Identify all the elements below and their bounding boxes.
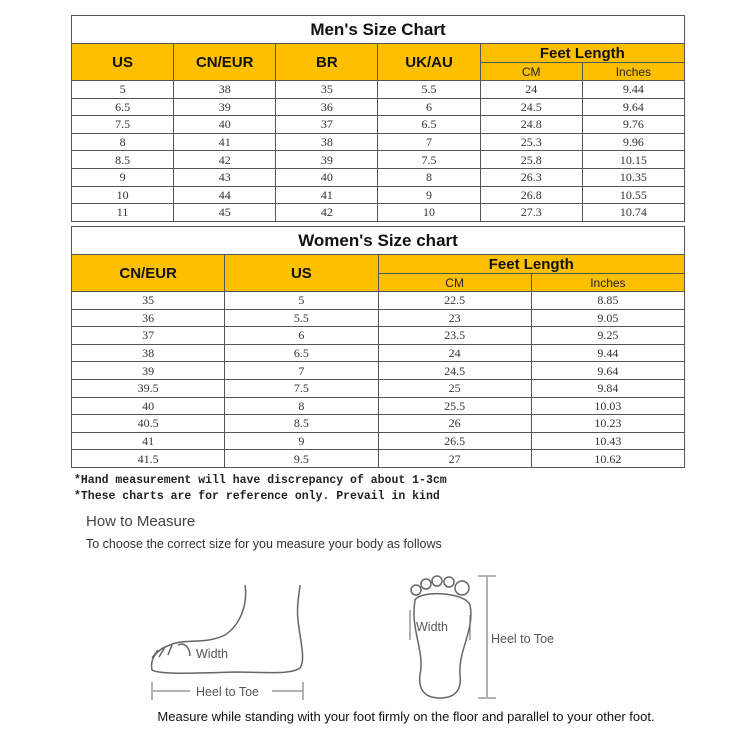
table-cell: 41.5 bbox=[70, 449, 226, 468]
side-width-label: Width bbox=[196, 647, 228, 661]
mens-chart-title: Men's Size Chart bbox=[71, 15, 685, 44]
table-cell: 9.5 bbox=[224, 449, 379, 468]
table-row: 5 38 35 5.5 24 9.44 bbox=[70, 80, 686, 99]
col-cn-eur: CN/EUR bbox=[70, 254, 226, 292]
table-row: 40.5 8.5 26 10.23 bbox=[70, 414, 686, 433]
table-row: 39.5 7.5 25 9.84 bbox=[70, 378, 686, 398]
note-measurement: *Hand measurement will have discrepancy … bbox=[74, 474, 447, 487]
table-cell: 39 bbox=[275, 150, 379, 169]
side-heel-to-toe-label: Heel to Toe bbox=[196, 685, 259, 699]
col-inches: Inches bbox=[530, 273, 686, 292]
table-cell: 27 bbox=[377, 449, 532, 468]
table-row: 9 43 40 8 26.3 10.35 bbox=[70, 167, 686, 187]
sole-width-label: Width bbox=[416, 620, 448, 634]
womens-chart-title: Women's Size chart bbox=[71, 226, 685, 255]
table-cell: 6.5 bbox=[70, 97, 175, 117]
col-cn-eur: CN/EUR bbox=[173, 43, 277, 81]
sole-heel-to-toe-label: Heel to Toe bbox=[491, 632, 554, 646]
sole-width-arrow bbox=[409, 610, 471, 640]
table-row: 8 41 38 7 25.3 9.96 bbox=[70, 132, 686, 152]
table-cell: 8.5 bbox=[70, 150, 175, 169]
side-heel-to-toe-arrow bbox=[151, 682, 304, 700]
table-row: 41 9 26.5 10.43 bbox=[70, 431, 686, 451]
table-row: 36 5.5 23 9.05 bbox=[70, 308, 686, 328]
table-cell: 43 bbox=[173, 167, 277, 187]
col-cm: CM bbox=[377, 273, 532, 292]
table-row: 8.5 42 39 7.5 25.8 10.15 bbox=[70, 150, 686, 169]
measure-caption: Measure while standing with your foot fi… bbox=[157, 709, 655, 724]
sole-foot-icon bbox=[410, 575, 472, 699]
table-row: 41.5 9.5 27 10.62 bbox=[70, 449, 686, 468]
side-foot-icon bbox=[150, 584, 304, 674]
table-row: 11 45 42 10 27.3 10.74 bbox=[70, 203, 686, 222]
table-cell: 9.76 bbox=[581, 115, 686, 134]
table-row: 39 7 24.5 9.64 bbox=[70, 361, 686, 380]
table-row: 7.5 40 37 6.5 24.8 9.76 bbox=[70, 115, 686, 134]
note-reference: *These charts are for reference only. Pr… bbox=[74, 490, 440, 503]
mens-size-chart: Men's Size Chart US CN/EUR BR UK/AU Feet… bbox=[70, 15, 686, 222]
col-feet-length: Feet Length bbox=[479, 43, 686, 63]
how-to-measure-title: How to Measure bbox=[86, 513, 196, 530]
table-cell: 22.5 bbox=[377, 291, 532, 310]
sole-heel-to-toe-arrow bbox=[478, 575, 496, 699]
col-inches: Inches bbox=[581, 62, 686, 81]
table-cell: 10 bbox=[377, 203, 481, 222]
table-row: 6.5 39 36 6 24.5 9.64 bbox=[70, 97, 686, 117]
table-cell: 23 bbox=[377, 308, 532, 328]
table-cell: 10.62 bbox=[530, 449, 686, 468]
table-cell: 10.74 bbox=[581, 203, 686, 222]
table-row: 37 6 23.5 9.25 bbox=[70, 326, 686, 345]
womens-size-chart: Women's Size chart CN/EUR US Feet Length… bbox=[70, 226, 686, 468]
col-cm: CM bbox=[479, 62, 583, 81]
table-cell: 9.25 bbox=[530, 326, 686, 345]
table-row: 35 5 22.5 8.85 bbox=[70, 291, 686, 310]
col-br: BR bbox=[275, 43, 379, 81]
table-cell: 45 bbox=[173, 203, 277, 222]
col-uk-au: UK/AU bbox=[377, 43, 481, 81]
table-cell: 10.15 bbox=[581, 150, 686, 169]
how-to-measure-subtitle: To choose the correct size for you measu… bbox=[86, 537, 442, 551]
col-us: US bbox=[224, 254, 379, 292]
table-cell: 42 bbox=[275, 203, 379, 222]
